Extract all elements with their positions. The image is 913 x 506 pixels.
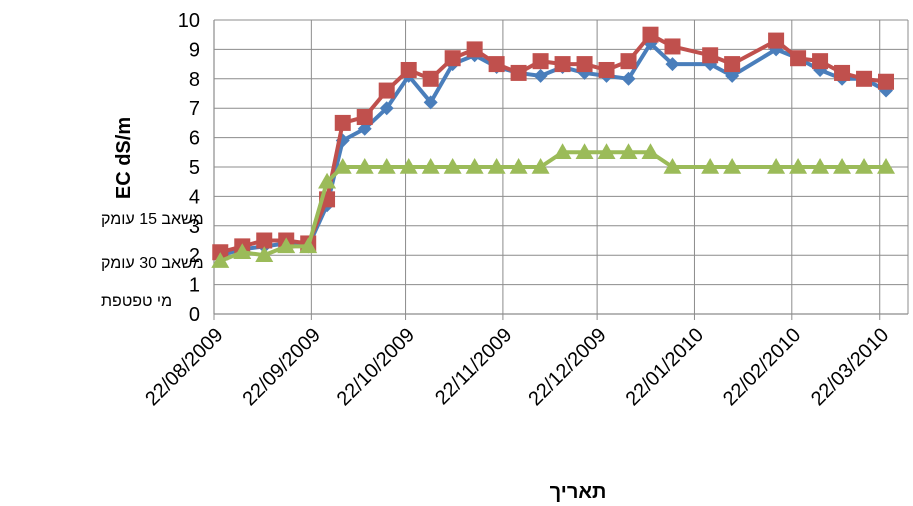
data-point-square [356, 109, 373, 126]
x-axis-title: תאריך [550, 481, 607, 503]
data-point-triangle [553, 143, 572, 160]
series-layer [211, 26, 896, 268]
series-line [219, 41, 887, 258]
data-point-square [790, 50, 807, 67]
y-tick-label: 1 [189, 275, 200, 297]
data-point-triangle [597, 143, 616, 160]
legend-entry: משאב 30 עומק [101, 255, 204, 272]
data-point-square [724, 56, 741, 73]
data-point-triangle [255, 246, 274, 262]
data-point-triangle [619, 143, 638, 160]
data-point-diamond [621, 71, 636, 86]
data-point-square [620, 53, 637, 70]
data-point-square [834, 64, 851, 81]
data-point-square [554, 56, 571, 73]
legend-entry: מי טפטפת [101, 293, 172, 310]
data-point-triangle [333, 158, 352, 174]
data-point-triangle [487, 158, 506, 174]
y-tick-label: 3 [189, 216, 200, 238]
data-point-triangle [277, 237, 296, 254]
data-point-square [642, 26, 659, 43]
x-tick-label: 22/12/2009 [524, 324, 610, 410]
data-point-triangle [233, 243, 252, 260]
data-point-square [466, 41, 483, 58]
data-point-diamond [379, 101, 394, 116]
legend-entry: משאב 15 עומק [101, 211, 204, 228]
data-point-triangle [855, 158, 874, 174]
data-point-square [256, 232, 273, 249]
data-point-triangle [355, 158, 374, 174]
data-point-triangle [299, 237, 318, 254]
data-point-triangle [641, 143, 660, 160]
data-point-triangle [877, 158, 896, 174]
data-point-triangle [318, 172, 337, 189]
data-point-square [768, 32, 785, 49]
data-point-triangle [421, 158, 440, 174]
series-line [219, 150, 887, 263]
data-point-diamond [665, 57, 680, 72]
data-point-diamond [423, 95, 438, 110]
x-tick-label: 22/08/2009 [141, 324, 227, 410]
x-tick-label: 22/03/2010 [807, 324, 893, 410]
series-triangle [211, 143, 896, 268]
data-point-triangle [575, 143, 594, 160]
x-tick-label: 22/11/2009 [431, 324, 516, 409]
data-point-square [444, 50, 461, 67]
x-tick-label: 22/01/2010 [622, 324, 708, 410]
data-point-triangle [531, 158, 550, 174]
data-point-square [422, 70, 439, 87]
data-point-triangle [211, 252, 230, 268]
data-point-triangle [443, 158, 462, 174]
y-tick-label: 9 [189, 39, 200, 61]
data-point-square [334, 114, 351, 131]
data-point-triangle [789, 158, 808, 174]
data-point-diamond [725, 68, 740, 83]
y-tick-label: 10 [178, 10, 200, 32]
data-point-square [856, 70, 873, 87]
data-point-square [532, 53, 549, 70]
data-point-square [400, 61, 417, 78]
data-point-square [510, 64, 527, 81]
x-tick-label: 22/10/2009 [333, 324, 419, 410]
series-line [219, 32, 887, 255]
data-point-square [378, 82, 395, 99]
data-point-diamond [533, 68, 548, 83]
y-axis-title: EC dS/m [113, 117, 135, 199]
data-point-diamond [357, 121, 372, 136]
y-tick-label: 5 [189, 157, 200, 179]
y-tick-label: 6 [189, 128, 200, 150]
y-tick-label: 8 [189, 69, 200, 91]
data-point-square [598, 61, 615, 78]
data-point-triangle [509, 158, 528, 174]
y-tick-label: 4 [189, 186, 200, 208]
data-point-triangle [465, 158, 484, 174]
x-tick-label: 22/02/2010 [719, 324, 805, 410]
y-tick-label: 2 [189, 245, 200, 267]
data-point-triangle [767, 158, 786, 174]
data-point-triangle [811, 158, 830, 174]
data-point-triangle [377, 158, 396, 174]
y-tick-label: 0 [189, 304, 200, 326]
data-point-square [576, 56, 593, 73]
data-point-square [488, 56, 505, 73]
data-point-square [702, 47, 719, 64]
data-point-square [878, 73, 895, 90]
legend: משאב 15 עומק משאב 30 עומק מי טפטפת [101, 211, 204, 310]
y-tick-label: 7 [189, 98, 200, 120]
data-point-triangle [723, 158, 742, 174]
data-point-triangle [399, 158, 418, 174]
data-point-square [812, 53, 829, 70]
data-point-triangle [833, 158, 852, 174]
data-point-square [664, 38, 681, 55]
data-point-triangle [663, 158, 682, 174]
data-point-triangle [701, 158, 720, 174]
x-tick-label: 22/09/2009 [239, 324, 325, 410]
